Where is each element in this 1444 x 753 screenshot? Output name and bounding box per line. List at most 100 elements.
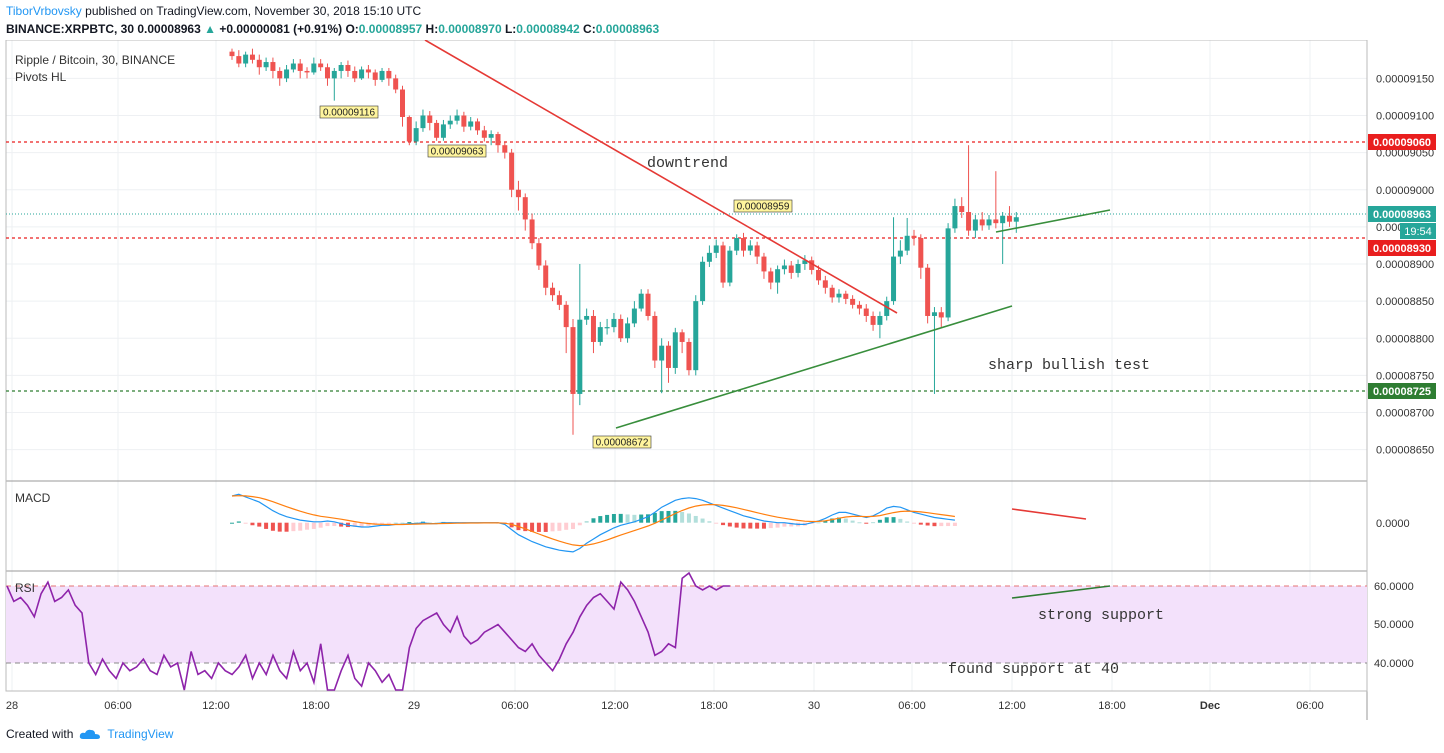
candle-body-19 [359,69,365,79]
candle-body-65 [672,332,678,368]
candle-12 [311,57,317,75]
candle-body-114 [1006,215,1012,222]
macd-tick-zero: 0.0000 [1376,518,1410,530]
candle-body-34 [461,115,467,127]
candle-23 [386,67,392,86]
candle-body-115 [1013,217,1019,222]
candle-body-73 [727,250,733,283]
candle-body-90 [843,293,849,299]
candle-28 [420,109,426,132]
macd-bar-5 [264,522,269,529]
annotation-sharp-bullish: sharp bullish test [988,357,1150,374]
publish-text: published on TradingView.com, November 3… [85,4,422,18]
macd-bar-97 [891,517,896,523]
candle-body-0 [229,51,235,57]
candle-body-13 [318,63,324,68]
candle-34 [461,111,467,132]
candle-body-36 [475,121,481,131]
candle-body-31 [440,124,446,138]
price-chart[interactable]: 0.00009116 0.00009063 0.00008959 0.00008… [0,40,1444,720]
author-link[interactable]: TiborVrbovsky [6,4,82,18]
macd-bar-19 [359,522,364,527]
candle-body-108 [966,212,972,231]
candle-32 [447,115,453,129]
candle-101 [918,234,924,279]
price-axis-ticks: 0.00009150 0.00009100 0.00009050 0.00009000… [1376,73,1434,456]
time-tick-3: 18:00 [302,700,330,712]
candle-body-32 [447,120,453,125]
pivot-text-3: 0.00008959 [737,202,790,213]
candle-2 [243,51,249,68]
macd-bar-29 [427,522,432,524]
macd-bar-92 [857,522,862,524]
time-tick-0: 28 [6,700,18,712]
candle-95 [877,311,883,339]
candle-body-113 [1000,215,1006,224]
svg-text:19:54: 19:54 [1404,226,1432,238]
close-value: 0.00008963 [595,22,660,36]
macd-bar-73 [727,522,732,527]
candle-body-67 [686,341,692,371]
candle-60 [638,289,644,312]
macd-divergence-line [1011,508,1087,520]
rsi-indicator [6,571,730,691]
candle-body-106 [952,206,958,229]
candle-31 [440,119,446,141]
candle-64 [665,341,671,383]
candle-110 [979,212,985,231]
macd-indicator [230,493,957,553]
candle-body-94 [870,315,876,325]
candle-body-54 [597,327,603,342]
macd-pane-title: MACD [15,491,51,505]
candle-body-18 [352,70,358,79]
macd-bar-76 [748,522,753,529]
candle-79 [768,267,774,290]
candle-body-2 [243,54,249,64]
rsi-support-line [1011,585,1111,599]
annotation-strong-support: strong support [1038,607,1164,624]
candle-body-68 [693,301,699,371]
candle-body-24 [393,78,399,90]
macd-bar-44 [530,522,535,532]
macd-bar-15 [332,522,337,527]
macd-bar-25 [400,522,405,524]
candle-body-80 [775,269,781,283]
svg-text:0.00008930: 0.00008930 [1373,243,1431,255]
high-value: 0.00008970 [438,22,502,36]
tradingview-link[interactable]: TradingView [79,727,173,741]
macd-bar-55 [605,514,610,523]
candle-body-100 [911,235,917,239]
candle-37 [481,125,487,142]
price-tick-10: 0.00008650 [1376,445,1434,457]
candle-22 [379,67,385,83]
footer: Created with TradingView [6,727,173,741]
macd-bar-59 [632,514,637,523]
price-tick-1: 0.00009100 [1376,111,1434,123]
candle-body-43 [522,197,528,220]
macd-bar-60 [639,514,644,523]
macd-bar-72 [721,522,726,526]
candle-6 [270,57,276,79]
candle-42 [515,180,521,211]
candle-body-104 [938,312,944,318]
macd-bar-106 [952,522,957,526]
macd-bar-77 [755,522,760,529]
chart-frame [5,40,1368,692]
pivot-text-2: 0.00009063 [431,147,484,158]
candle-body-21 [372,72,378,80]
macd-bar-99 [905,521,910,523]
pivot-label-3: 0.00008959 [733,199,793,213]
candle-81 [781,259,787,275]
macd-bar-10 [298,522,303,531]
rsi-line [6,571,730,691]
candle-body-77 [754,245,760,257]
candle-113 [1000,212,1006,264]
time-tick-10: 12:00 [998,700,1026,712]
rsi-pane-title: RSI [15,581,35,595]
candle-96 [884,296,890,321]
publish-info: TiborVrbovsky published on TradingView.c… [6,4,421,18]
macd-bar-91 [850,520,855,523]
macd-bar-8 [284,522,289,532]
candle-29 [427,111,433,131]
candle-body-41 [509,152,515,190]
